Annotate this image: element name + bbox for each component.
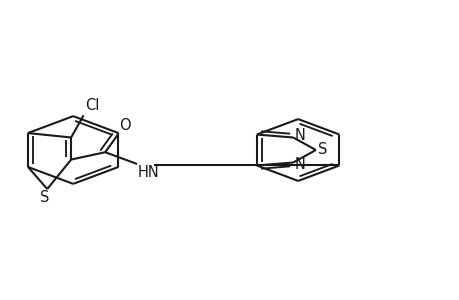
Text: O: O [119, 118, 130, 134]
Text: N: N [294, 128, 305, 143]
Text: S: S [317, 142, 326, 158]
Text: N: N [294, 158, 305, 172]
Text: HN: HN [138, 166, 159, 181]
Text: S: S [40, 190, 50, 206]
Text: Cl: Cl [85, 98, 99, 113]
